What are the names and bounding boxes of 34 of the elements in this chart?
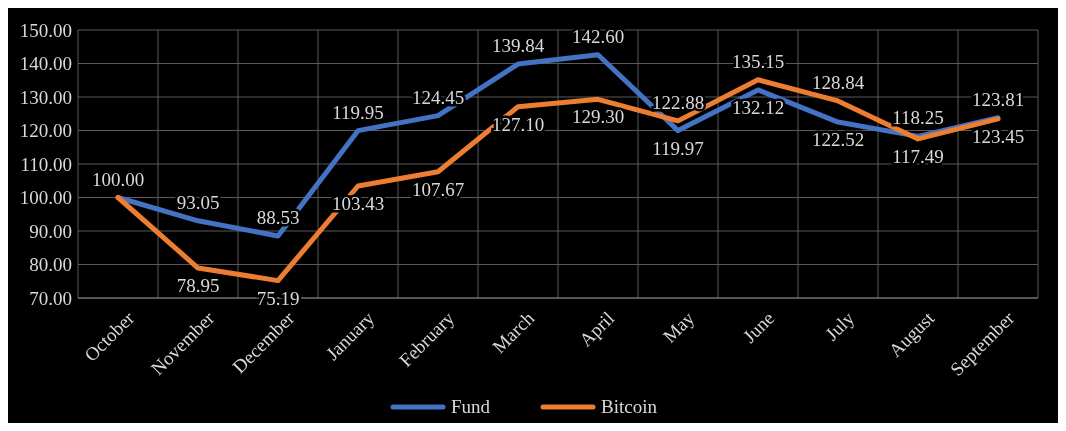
data-label: 123.81: [971, 88, 1025, 110]
y-tick-label: 70.00: [29, 287, 72, 309]
data-label: 75.19: [256, 287, 300, 309]
y-tick-label: 90.00: [29, 220, 72, 242]
data-label: 122.52: [811, 129, 865, 151]
data-label: 93.05: [176, 191, 220, 213]
x-tick-label: May: [658, 307, 699, 347]
y-tick-label: 100.00: [19, 187, 72, 209]
data-label: 119.97: [652, 137, 704, 159]
data-label: 78.95: [176, 275, 220, 297]
data-label: 128.84: [811, 71, 865, 93]
data-label: 118.25: [892, 107, 944, 129]
data-label: 139.84: [491, 35, 545, 57]
x-tick-label: July: [820, 307, 859, 345]
data-label: 135.15: [731, 50, 785, 72]
y-tick-label: 110.00: [20, 153, 72, 175]
y-tick-label: 130.00: [19, 86, 72, 108]
data-label: 129.30: [571, 106, 625, 128]
x-tick-label: June: [738, 307, 779, 347]
legend-label: Fund: [451, 396, 491, 417]
data-label: 142.60: [571, 25, 625, 47]
data-label: 100.00: [91, 168, 145, 190]
y-tick-label: 120.00: [19, 120, 72, 142]
y-tick-label: 140.00: [19, 53, 72, 75]
data-label: 132.12: [731, 96, 785, 118]
data-label: 107.67: [411, 178, 465, 200]
y-tick-label: 150.00: [19, 19, 72, 41]
data-label: 122.88: [651, 91, 705, 113]
data-label: 123.45: [971, 125, 1025, 147]
data-label: 124.45: [411, 86, 465, 108]
data-label: 119.95: [332, 101, 384, 123]
legend-label: Bitcoin: [601, 396, 658, 417]
y-tick-label: 80.00: [29, 254, 72, 276]
data-label: 117.49: [892, 145, 944, 167]
